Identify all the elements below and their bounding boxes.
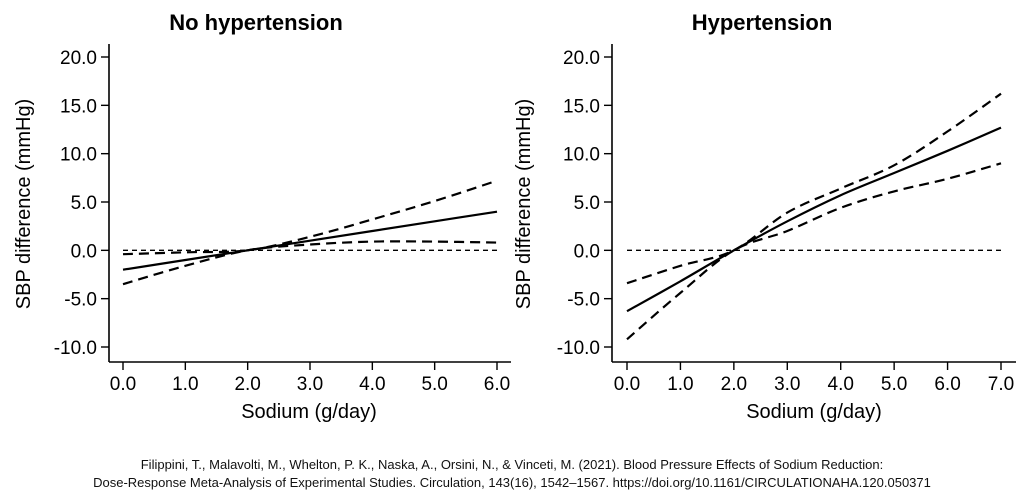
y-ticks: -10.0 -5.0 0.0 5.0 10.0 15.0 20.0	[557, 48, 612, 359]
y-axis-title: SBP difference (mmHg)	[13, 99, 35, 309]
panel-hypertension: Hypertension SBP difference (mmHg) Sodiu…	[513, 10, 1016, 423]
x-ticks: 0.0 1.0 2.0 3.0 4.0 5.0 6.0	[110, 362, 510, 395]
x-axis-title: Sodium (g/day)	[746, 401, 882, 423]
x-tick-label: 4.0	[359, 374, 385, 395]
panel-no-hypertension: No hypertension SBP difference (mmHg) So…	[13, 10, 511, 423]
plot-area	[123, 181, 497, 285]
x-tick-label: 1.0	[667, 374, 693, 395]
citation: Filippini, T., Malavolti, M., Whelton, P…	[0, 456, 1024, 492]
x-tick-label: 0.0	[110, 374, 136, 395]
x-tick-label: 7.0	[988, 374, 1014, 395]
y-tick-label: 10.0	[60, 145, 97, 166]
x-tick-label: 2.0	[234, 374, 260, 395]
citation-line-1: Filippini, T., Malavolti, M., Whelton, P…	[0, 456, 1024, 474]
series-upper-ci-line	[123, 181, 497, 255]
y-tick-label: 0.0	[71, 241, 97, 262]
y-tick-label: 5.0	[71, 193, 97, 214]
citation-line-2: Dose-Response Meta-Analysis of Experimen…	[0, 474, 1024, 492]
y-tick-label: -10.0	[557, 338, 600, 359]
panel-title: No hypertension	[169, 10, 343, 35]
y-tick-label: 20.0	[60, 48, 97, 69]
x-tick-label: 6.0	[934, 374, 960, 395]
x-tick-label: 3.0	[774, 374, 800, 395]
panel-title: Hypertension	[692, 10, 833, 35]
y-tick-label: 15.0	[60, 96, 97, 117]
y-tick-label: -5.0	[567, 290, 600, 311]
x-tick-label: 2.0	[721, 374, 747, 395]
y-tick-label: 20.0	[563, 48, 600, 69]
series-lower-ci-line	[123, 241, 497, 284]
x-tick-label: 4.0	[828, 374, 854, 395]
x-axis-title: Sodium (g/day)	[241, 401, 377, 423]
y-ticks: -10.0 -5.0 0.0 5.0 10.0 15.0 20.0	[54, 48, 109, 359]
y-tick-label: 0.0	[574, 241, 600, 262]
x-tick-label: 5.0	[421, 374, 447, 395]
x-tick-label: 6.0	[484, 374, 510, 395]
x-tick-label: 3.0	[297, 374, 323, 395]
x-tick-label: 1.0	[172, 374, 198, 395]
y-tick-label: -5.0	[64, 290, 97, 311]
plot-area	[627, 94, 1001, 340]
x-ticks: 0.0 1.0 2.0 3.0 4.0 5.0 6.0 7.0	[614, 362, 1014, 395]
y-tick-label: 10.0	[563, 145, 600, 166]
y-tick-label: 15.0	[563, 96, 600, 117]
x-tick-label: 0.0	[614, 374, 640, 395]
series-lower-ci-line	[627, 163, 1001, 339]
y-axis-title: SBP difference (mmHg)	[513, 99, 535, 309]
y-tick-label: 5.0	[574, 193, 600, 214]
figure: No hypertension SBP difference (mmHg) So…	[0, 0, 1024, 440]
series-upper-ci-line	[627, 94, 1001, 284]
x-tick-label: 5.0	[881, 374, 907, 395]
y-tick-label: -10.0	[54, 338, 97, 359]
